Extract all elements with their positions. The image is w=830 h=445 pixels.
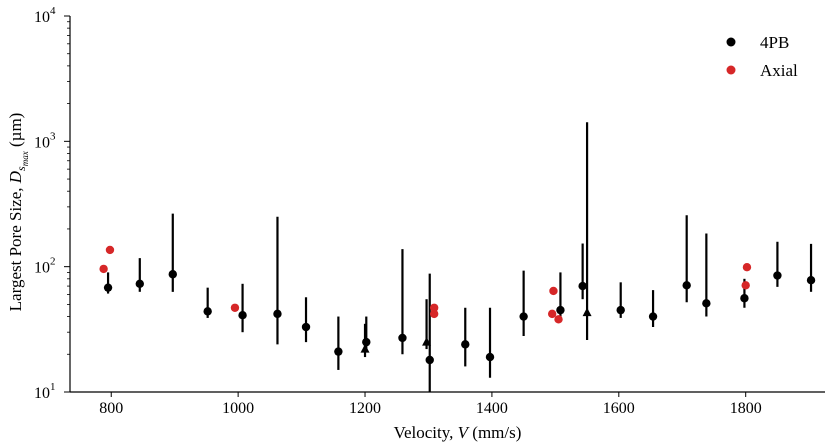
y-tick-label: 102 — [34, 256, 56, 277]
data-point-4pb — [682, 281, 691, 290]
x-tick-label: 800 — [99, 400, 123, 417]
x-tick-label: 1600 — [603, 400, 635, 417]
data-point-4pb — [556, 305, 565, 315]
data-point-axial — [741, 281, 750, 290]
plot-area — [99, 122, 816, 392]
data-point-4pb — [648, 312, 658, 321]
data-point-4pb — [398, 333, 407, 343]
data-point-4pb-triangle — [422, 337, 432, 346]
data-point-axial — [429, 303, 439, 312]
legend-label-4pb: 4PB — [760, 33, 789, 52]
y-tick-label: 104 — [34, 5, 56, 26]
data-point-axial — [742, 263, 752, 272]
data-point-axial — [547, 309, 557, 319]
data-point-4pb — [578, 281, 587, 291]
data-point-axial — [105, 245, 115, 255]
data-point-axial — [99, 264, 108, 274]
data-point-axial — [429, 309, 439, 319]
data-point-4pb — [301, 322, 311, 332]
data-point-4pb — [273, 309, 282, 319]
data-point-4pb — [103, 283, 113, 292]
data-point-4pb — [168, 270, 177, 279]
data-point-4pb — [238, 310, 247, 320]
y-tick-label: 101 — [34, 381, 56, 402]
y-axis-title: Largest Pore Size, Dsmax (µm) — [6, 113, 30, 312]
data-point-axial — [549, 286, 558, 296]
y-axis: 101 102 103 104 — [34, 5, 71, 402]
legend-marker-4pb — [726, 37, 736, 47]
legend-marker-axial — [726, 65, 736, 75]
legend: 4PB Axial — [726, 33, 798, 80]
data-point-4pb — [519, 312, 528, 321]
data-point-4pb — [362, 337, 371, 347]
x-tick-label: 1000 — [222, 400, 254, 417]
x-axis-title: Velocity, V (mm/s) — [394, 423, 522, 442]
data-point-4pb — [135, 279, 144, 288]
data-point-4pb — [616, 305, 625, 315]
data-point-4pb-triangle — [582, 307, 592, 317]
data-point-4pb — [334, 347, 343, 356]
x-tick-label: 1400 — [476, 400, 508, 417]
data-point-4pb — [773, 271, 782, 280]
y-tick-label: 103 — [34, 130, 56, 151]
data-point-axial — [554, 315, 563, 324]
data-point-4pb — [461, 340, 470, 349]
x-tick-label: 1200 — [349, 400, 381, 417]
data-point-4pb-triangle — [360, 344, 370, 353]
data-point-4pb — [740, 294, 749, 303]
data-point-4pb — [702, 299, 711, 308]
data-point-4pb — [425, 355, 434, 365]
legend-label-axial: Axial — [760, 61, 798, 80]
data-point-4pb — [806, 275, 816, 285]
x-tick-label: 1800 — [730, 400, 762, 417]
data-point-4pb — [203, 307, 212, 316]
data-point-4pb — [485, 352, 495, 362]
data-point-axial — [230, 303, 240, 312]
x-axis: 800 1000 1200 1400 1600 1800 — [70, 391, 825, 417]
